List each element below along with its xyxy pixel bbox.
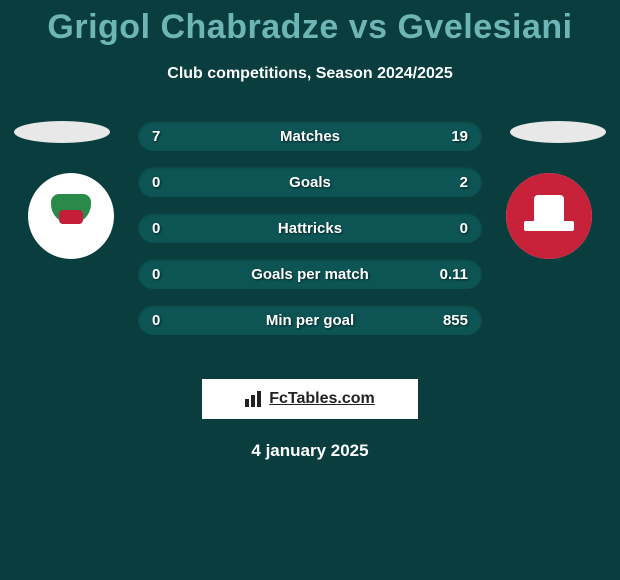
stat-row-goals-per-match: 0 Goals per match 0.11 — [138, 259, 482, 289]
stat-right-value: 2 — [460, 174, 468, 191]
stat-label: Goals per match — [138, 266, 482, 283]
stat-right-value: 0 — [460, 220, 468, 237]
stat-right-value: 0.11 — [440, 266, 468, 283]
team-crest-icon — [41, 186, 101, 246]
stat-label: Goals — [138, 174, 482, 191]
team-logo-left — [28, 173, 114, 259]
stat-row-min-per-goal: 0 Min per goal 855 — [138, 305, 482, 335]
stat-label: Hattricks — [138, 220, 482, 237]
stats-area: 7 Matches 19 0 Goals 2 0 Hattricks 0 0 G… — [0, 113, 620, 373]
team-crest-icon — [506, 173, 592, 259]
country-flag-right — [510, 121, 606, 143]
stat-label: Matches — [138, 128, 482, 145]
team-logo-right — [506, 173, 592, 259]
country-flag-left — [14, 121, 110, 143]
page-title: Grigol Chabradze vs Gvelesiani — [0, 0, 620, 47]
stat-row-hattricks: 0 Hattricks 0 — [138, 213, 482, 243]
date-label: 4 january 2025 — [0, 441, 620, 461]
stat-row-matches: 7 Matches 19 — [138, 121, 482, 151]
stat-rows: 7 Matches 19 0 Goals 2 0 Hattricks 0 0 G… — [138, 121, 482, 351]
stat-row-goals: 0 Goals 2 — [138, 167, 482, 197]
page-subtitle: Club competitions, Season 2024/2025 — [0, 65, 620, 83]
stat-label: Min per goal — [138, 312, 482, 329]
stat-right-value: 855 — [443, 312, 468, 329]
bar-chart-icon — [245, 391, 265, 407]
stat-right-value: 19 — [451, 128, 468, 145]
watermark-text: FcTables.com — [269, 390, 375, 408]
watermark-link[interactable]: FcTables.com — [202, 379, 418, 419]
comparison-card: Grigol Chabradze vs Gvelesiani Club comp… — [0, 0, 620, 440]
